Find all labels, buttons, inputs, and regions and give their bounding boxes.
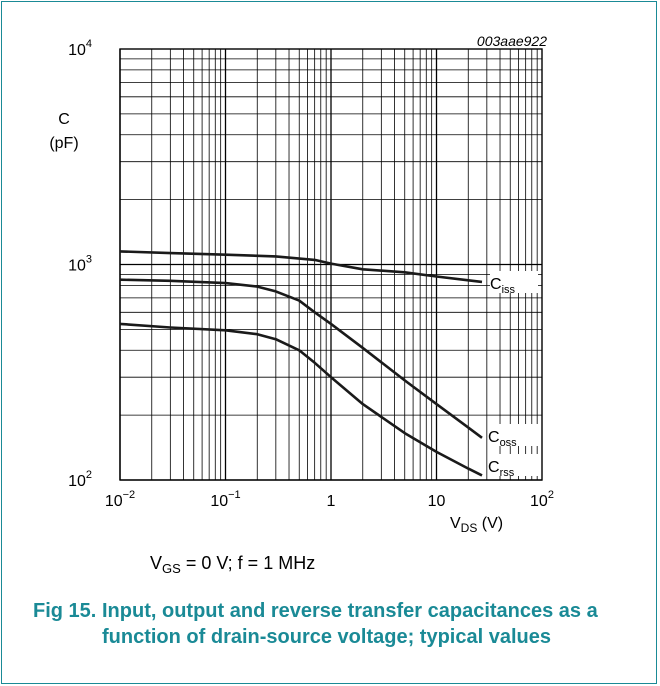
x-tick-label: 102 (530, 489, 554, 510)
x-tick-label: 10−1 (210, 489, 240, 510)
coss-label-bg (488, 424, 538, 446)
x-tick-label: 10 (428, 493, 446, 510)
y-axis-label: (pF) (49, 135, 78, 152)
condition-sub: GS (162, 561, 181, 576)
y-axis-label: C (58, 111, 70, 128)
crss-label-bg (488, 454, 538, 476)
figure-number: Fig 15. (33, 600, 97, 622)
chart-labels: 10−2 10−1 1 10 102 102 103 104 C (pF) VDS (V) 003aa… (49, 33, 554, 535)
curve-label-coss: Coss (488, 429, 517, 449)
curve-label-crss: Crss (488, 459, 515, 479)
x-tick-label: 10−2 (105, 489, 135, 510)
y-tick-label: 103 (68, 254, 92, 275)
series-crss (119, 322, 483, 477)
condition-prefix: V (150, 553, 163, 573)
figure-code: 003aae922 (477, 33, 547, 49)
chart-curves (119, 250, 483, 477)
figure-caption: Input, output and reverse transfer capac… (102, 600, 598, 648)
plot-border (119, 48, 543, 481)
x-tick-label: 1 (327, 493, 336, 510)
y-tick-label: 102 (68, 469, 92, 490)
x-axis-label: VDS (V) (450, 515, 503, 535)
series-coss (119, 278, 483, 439)
test-condition: VGS = 0 V; f = 1 MHz (150, 553, 315, 576)
y-tick-label: 104 (68, 38, 92, 59)
ciss-label-bg (490, 271, 538, 293)
condition-rest: = 0 V; f = 1 MHz (180, 553, 316, 573)
curve-label-ciss: Ciss (490, 276, 516, 296)
series-ciss (119, 250, 483, 284)
